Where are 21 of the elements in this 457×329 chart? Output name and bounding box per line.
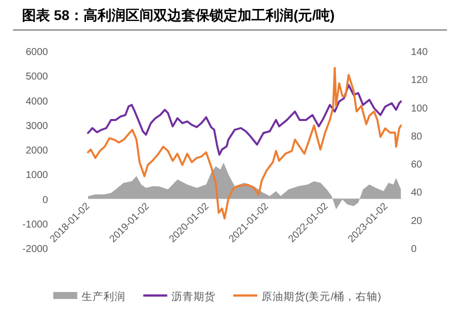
y2-tick-label: 20 <box>411 216 423 227</box>
legend-label: 沥青期货 <box>171 290 216 303</box>
y2-tick-label: 0 <box>411 244 417 255</box>
y-tick-label: 0 <box>42 194 48 206</box>
y-tick-label: 2000 <box>26 146 48 156</box>
legend-label: 生产利润 <box>81 290 126 303</box>
y2-tick-label: 120 <box>411 75 428 86</box>
y-tick-label: 3000 <box>26 120 48 132</box>
y-tick-label: -2000 <box>22 244 48 255</box>
y2-tick-label: 100 <box>411 103 428 114</box>
y2-tick-label: 60 <box>411 160 423 171</box>
y2-tick-label: 140 <box>411 47 428 58</box>
legend-label: 原油期货(美元/桶，右轴) <box>261 290 382 303</box>
y-tick-label: 6000 <box>26 47 48 58</box>
title: 图表 58：高利润区间双边套保锁定加工利润(元/吨) <box>22 7 335 23</box>
y2-tick-label: 40 <box>411 188 423 199</box>
y-tick-label: 5000 <box>26 72 48 83</box>
y2-tick-label: 80 <box>411 131 423 142</box>
y-tick-label: 1000 <box>26 170 48 182</box>
y-tick-label: 4000 <box>26 96 48 108</box>
y-tick-label: -1000 <box>22 219 48 230</box>
